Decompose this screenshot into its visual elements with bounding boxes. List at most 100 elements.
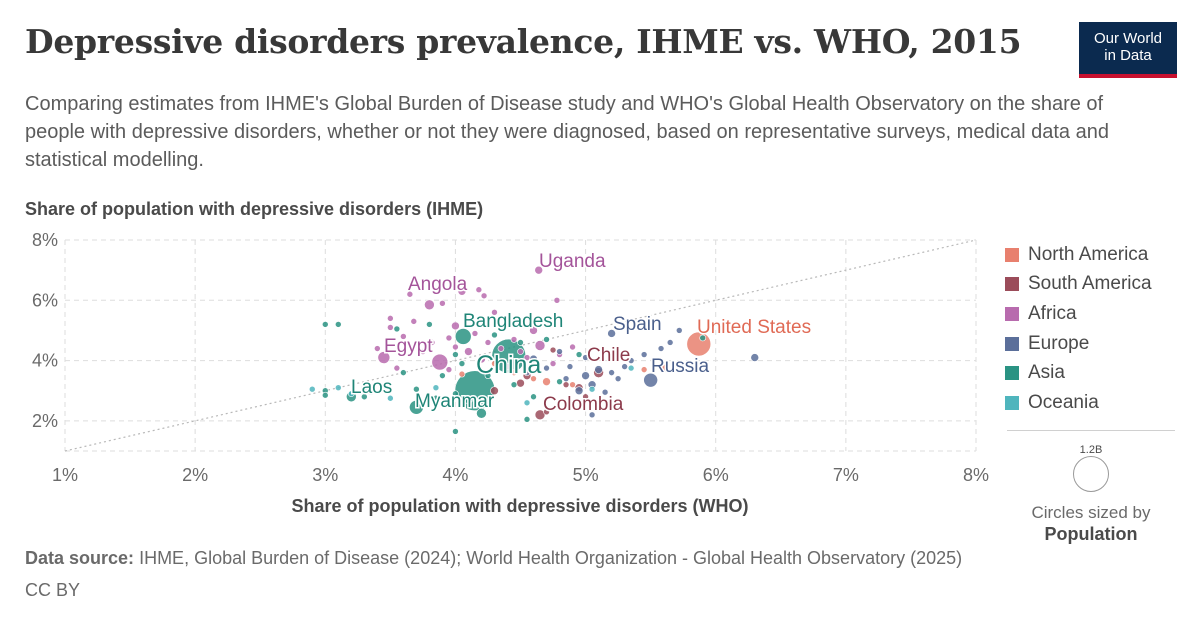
data-point[interactable] bbox=[530, 375, 537, 382]
data-point[interactable] bbox=[543, 364, 550, 372]
data-point[interactable] bbox=[464, 347, 473, 356]
data-point[interactable] bbox=[516, 378, 525, 388]
data-point[interactable] bbox=[490, 386, 499, 396]
data-point[interactable] bbox=[413, 385, 420, 393]
data-point[interactable] bbox=[439, 372, 446, 379]
data-point[interactable] bbox=[643, 372, 658, 388]
data-point[interactable] bbox=[334, 384, 342, 392]
legend-item-asia[interactable]: Asia bbox=[1005, 358, 1152, 388]
owid-logo[interactable]: Our World in Data bbox=[1079, 22, 1177, 78]
data-point[interactable] bbox=[452, 428, 459, 435]
data-point[interactable] bbox=[491, 360, 498, 367]
data-point[interactable] bbox=[640, 351, 648, 358]
data-point[interactable] bbox=[542, 377, 551, 386]
data-point[interactable] bbox=[308, 385, 316, 393]
data-point[interactable] bbox=[562, 375, 570, 382]
data-point[interactable] bbox=[553, 296, 561, 304]
data-point[interactable] bbox=[387, 324, 394, 331]
data-point[interactable] bbox=[575, 351, 583, 358]
data-point[interactable] bbox=[504, 363, 511, 370]
data-point[interactable] bbox=[517, 339, 524, 346]
data-point[interactable] bbox=[582, 354, 589, 361]
data-point[interactable] bbox=[419, 348, 427, 355]
data-point[interactable] bbox=[699, 334, 707, 342]
data-point[interactable] bbox=[484, 339, 492, 346]
data-point[interactable] bbox=[452, 343, 459, 351]
data-point[interactable] bbox=[457, 286, 467, 296]
data-point[interactable] bbox=[476, 408, 487, 419]
data-point[interactable] bbox=[393, 325, 401, 333]
data-point[interactable] bbox=[334, 321, 342, 328]
data-point[interactable] bbox=[377, 351, 391, 364]
data-point[interactable] bbox=[406, 290, 414, 298]
data-point[interactable] bbox=[510, 381, 518, 388]
data-point[interactable] bbox=[484, 372, 492, 379]
data-point[interactable] bbox=[601, 388, 609, 396]
data-point[interactable] bbox=[361, 393, 368, 401]
legend-item-oceania[interactable]: Oceania bbox=[1005, 388, 1152, 418]
data-point[interactable] bbox=[439, 299, 446, 307]
data-point[interactable] bbox=[574, 386, 584, 396]
data-point[interactable] bbox=[543, 336, 550, 343]
data-point[interactable] bbox=[569, 381, 576, 388]
data-point[interactable] bbox=[750, 353, 760, 362]
data-point[interactable] bbox=[517, 348, 524, 355]
data-point[interactable] bbox=[581, 371, 590, 380]
data-point[interactable] bbox=[549, 360, 557, 367]
legend-item-africa[interactable]: Africa bbox=[1005, 299, 1152, 329]
data-point[interactable] bbox=[523, 354, 531, 361]
data-point[interactable] bbox=[400, 369, 407, 376]
data-point[interactable] bbox=[534, 340, 546, 351]
data-point[interactable] bbox=[569, 343, 576, 351]
data-point[interactable] bbox=[608, 369, 615, 376]
data-point[interactable] bbox=[387, 394, 394, 402]
data-point[interactable] bbox=[410, 318, 418, 325]
data-point[interactable] bbox=[549, 346, 557, 354]
data-point[interactable] bbox=[445, 334, 453, 342]
data-point[interactable] bbox=[452, 390, 459, 398]
data-point[interactable] bbox=[657, 345, 665, 352]
legend-item-europe[interactable]: Europe bbox=[1005, 329, 1152, 359]
data-point[interactable] bbox=[431, 353, 449, 371]
data-point[interactable] bbox=[432, 384, 440, 392]
license[interactable]: CC BY bbox=[25, 580, 81, 600]
data-point[interactable] bbox=[566, 363, 574, 370]
data-point[interactable] bbox=[621, 363, 628, 370]
data-point[interactable] bbox=[530, 393, 537, 401]
data-point[interactable] bbox=[400, 333, 407, 340]
data-point[interactable] bbox=[607, 329, 616, 338]
data-point[interactable] bbox=[426, 321, 433, 328]
data-point[interactable] bbox=[321, 321, 329, 328]
data-point[interactable] bbox=[627, 357, 635, 364]
data-point[interactable] bbox=[321, 391, 329, 399]
data-point[interactable] bbox=[491, 309, 498, 316]
data-point[interactable] bbox=[393, 364, 401, 372]
data-point[interactable] bbox=[543, 408, 550, 416]
data-point[interactable] bbox=[445, 366, 453, 373]
data-point[interactable] bbox=[458, 360, 466, 367]
data-point[interactable] bbox=[361, 384, 368, 392]
data-point[interactable] bbox=[348, 390, 355, 398]
data-point[interactable] bbox=[582, 393, 589, 401]
data-point[interactable] bbox=[556, 378, 563, 385]
data-point[interactable] bbox=[534, 409, 546, 421]
data-point[interactable] bbox=[477, 354, 486, 364]
data-point[interactable] bbox=[556, 348, 563, 355]
data-point[interactable] bbox=[475, 286, 483, 294]
data-point[interactable] bbox=[497, 345, 505, 352]
data-point[interactable] bbox=[627, 364, 635, 372]
data-point[interactable] bbox=[640, 366, 648, 373]
data-point[interactable] bbox=[510, 336, 518, 343]
data-point[interactable] bbox=[523, 399, 531, 407]
data-point[interactable] bbox=[452, 351, 459, 358]
data-point[interactable] bbox=[491, 331, 498, 339]
data-point[interactable] bbox=[614, 375, 622, 382]
data-point[interactable] bbox=[675, 327, 683, 334]
data-point[interactable] bbox=[374, 345, 381, 352]
data-point[interactable] bbox=[471, 330, 479, 337]
data-point[interactable] bbox=[510, 369, 518, 376]
data-point[interactable] bbox=[523, 369, 531, 376]
data-point[interactable] bbox=[588, 411, 596, 419]
data-point[interactable] bbox=[428, 339, 436, 346]
